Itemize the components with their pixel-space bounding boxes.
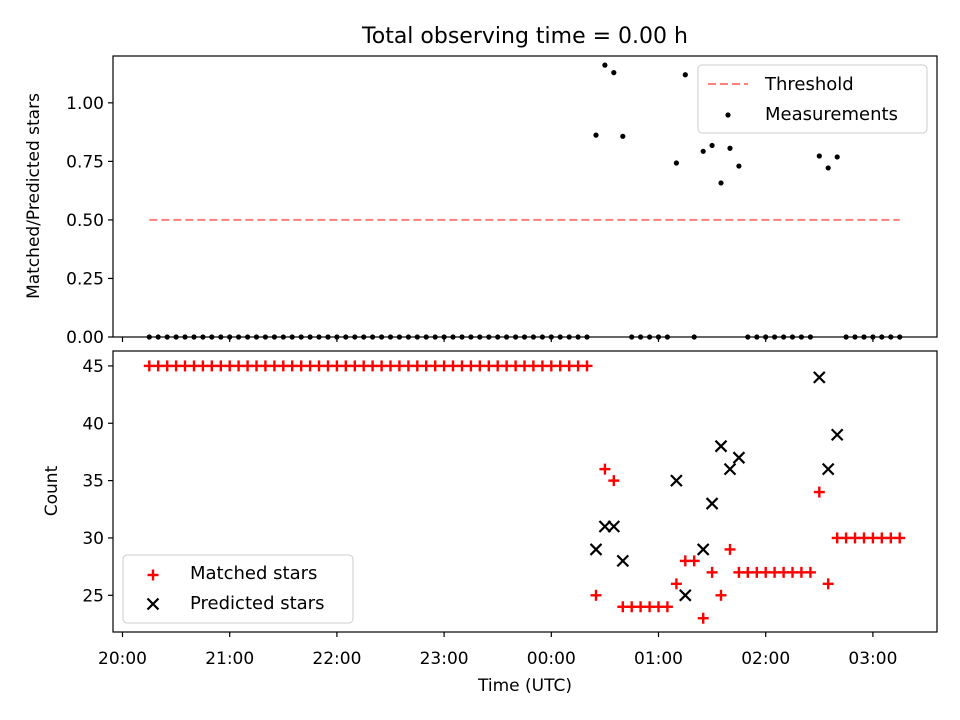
measurement-point xyxy=(727,145,733,151)
x-tick-label: 22:00 xyxy=(312,649,361,669)
matched-star-marker xyxy=(147,569,159,581)
y-tick-label: 0.75 xyxy=(66,152,104,172)
predicted-star-marker xyxy=(732,451,746,464)
predicted-star-marker xyxy=(598,520,612,533)
measurement-point xyxy=(602,62,608,68)
cross-b xyxy=(714,439,728,453)
chart-title: Total observing time = 0.00 h xyxy=(361,24,688,49)
matched-star-marker xyxy=(599,463,611,475)
ratio-panel: 0.00 0.25 0.50 0.75 1.00 Threshold Measurement… xyxy=(66,55,938,348)
x-tick-label: 21:00 xyxy=(205,649,254,669)
y-tick-label: 30 xyxy=(82,529,104,549)
measurement-point xyxy=(620,133,626,139)
cross-b xyxy=(670,474,683,487)
top-plot-frame xyxy=(112,55,938,338)
cross-b xyxy=(589,543,603,556)
measurement-point xyxy=(834,154,840,160)
measurement-point xyxy=(736,163,742,169)
predicted-star-marker xyxy=(723,462,737,476)
count-panel: 25 30 35 40 45 20:00 21:00 22:00 23:00 00:00 01:00… xyxy=(82,350,938,669)
measurement-point xyxy=(709,142,715,149)
matched-star-marker xyxy=(590,589,602,601)
matched-star-marker xyxy=(706,566,718,578)
x-tick-label: 03:00 xyxy=(848,649,897,669)
predicted-star-marker xyxy=(830,428,844,442)
predicted-star-marker xyxy=(696,543,710,556)
top-y-axis-label: Matched/Predicted stars xyxy=(24,93,44,299)
cross-b xyxy=(696,543,710,556)
cross-b xyxy=(616,554,630,568)
measurement-point xyxy=(611,70,617,76)
predicted-star-marker xyxy=(705,497,719,510)
y-tick-label: 45 xyxy=(82,357,104,377)
cross-b xyxy=(146,597,160,611)
cross-b xyxy=(821,462,835,476)
predicted-star-marker xyxy=(607,520,621,533)
cross-b xyxy=(598,520,612,533)
predicted-star-marker xyxy=(813,371,826,384)
legend-threshold-label: Threshold xyxy=(764,74,854,95)
x-axis-label: Time (UTC) xyxy=(477,676,572,696)
cross-b xyxy=(813,371,826,384)
x-tick-label: 00:00 xyxy=(527,649,576,669)
matched-star-marker xyxy=(715,589,727,601)
matched-star-marker xyxy=(581,360,593,372)
top-legend: Threshold Measurements xyxy=(697,64,928,134)
matched-star-marker xyxy=(894,532,906,544)
cross-b xyxy=(705,497,719,510)
predicted-star-marker xyxy=(821,462,835,476)
y-tick-label: 1.00 xyxy=(66,94,104,114)
y-tick-label: 25 xyxy=(82,586,104,606)
measurement-point xyxy=(593,132,599,138)
matched-star-marker xyxy=(822,578,834,590)
y-tick-label: 0.50 xyxy=(66,211,104,231)
cross-b xyxy=(607,520,621,533)
matched-star-marker xyxy=(688,555,700,567)
legend-measurements-swatch xyxy=(725,112,731,118)
x-tick-label: 20:00 xyxy=(98,649,147,669)
matched-star-marker xyxy=(670,578,682,590)
matched-star-marker xyxy=(813,486,825,498)
matched-star-marker xyxy=(804,566,816,578)
predicted-star-marker xyxy=(679,589,692,602)
measurement-point xyxy=(718,180,724,186)
x-tick-label: 01:00 xyxy=(634,649,683,669)
legend-matched-label: Matched stars xyxy=(190,563,317,584)
measurement-point xyxy=(673,160,680,166)
measurement-point xyxy=(700,148,706,154)
legend-box xyxy=(122,554,354,624)
bottom-plot-frame xyxy=(112,350,938,633)
y-tick-label: 35 xyxy=(82,472,104,492)
matched-star-marker xyxy=(724,543,736,555)
matched-star-marker xyxy=(608,475,620,487)
matched-star-marker xyxy=(661,601,673,613)
y-tick-label: 40 xyxy=(82,414,104,434)
legend-box xyxy=(697,64,928,134)
legend-measurements-label: Measurements xyxy=(765,104,898,125)
predicted-star-marker xyxy=(670,474,683,487)
x-tick-label: 02:00 xyxy=(741,649,790,669)
y-tick-label: 0.00 xyxy=(66,328,104,348)
x-tick-label: 23:00 xyxy=(420,649,469,669)
bottom-y-axis-label: Count xyxy=(42,465,62,516)
legend-predicted-swatch xyxy=(146,597,160,611)
predicted-star-marker xyxy=(616,554,630,568)
cross-b xyxy=(830,428,844,442)
measurement-point xyxy=(682,72,688,78)
y-tick-label: 0.25 xyxy=(66,269,104,289)
cross-b xyxy=(723,462,737,476)
cross-b xyxy=(732,451,746,464)
legend-predicted-label: Predicted stars xyxy=(190,593,324,614)
predicted-star-marker xyxy=(589,543,603,556)
predicted-star-marker xyxy=(714,439,728,453)
cross-b xyxy=(679,589,692,602)
measurement-point xyxy=(825,165,831,171)
matched-star-marker xyxy=(697,612,709,624)
measurement-point xyxy=(816,153,822,159)
bottom-legend: Matched stars Predicted stars xyxy=(122,554,354,624)
